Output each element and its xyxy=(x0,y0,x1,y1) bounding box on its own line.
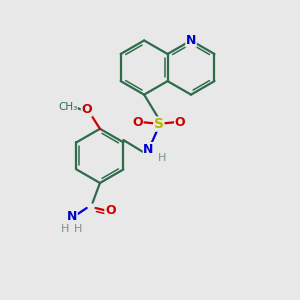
Text: S: S xyxy=(154,117,164,131)
Text: H: H xyxy=(74,224,82,234)
Text: O: O xyxy=(132,116,143,129)
Text: O: O xyxy=(105,205,116,218)
Text: O: O xyxy=(81,103,92,116)
Text: N: N xyxy=(186,34,196,47)
Text: N: N xyxy=(67,210,77,223)
Text: CH₃: CH₃ xyxy=(58,102,77,112)
Text: H: H xyxy=(60,224,69,234)
Text: H: H xyxy=(158,153,166,163)
Text: N: N xyxy=(143,142,154,156)
Text: O: O xyxy=(175,116,185,129)
